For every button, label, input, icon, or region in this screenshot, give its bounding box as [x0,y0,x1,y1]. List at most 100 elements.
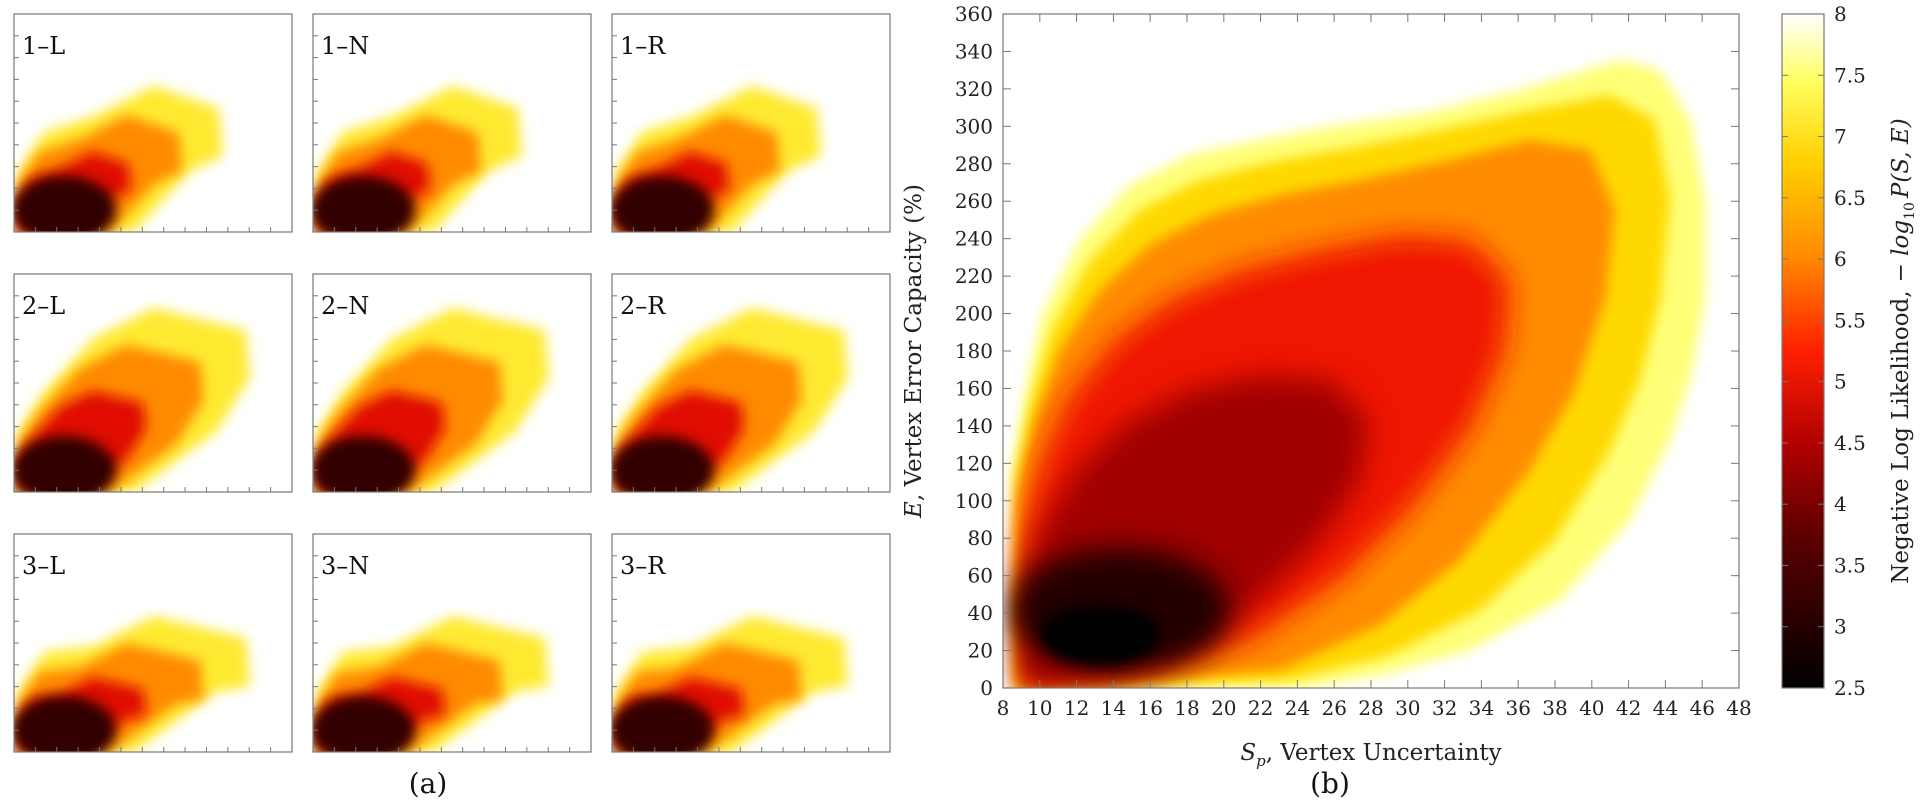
x-tick-label: 28 [1358,696,1383,720]
colorbar-label-text: Negative Log Likelihood, [1888,290,1914,583]
y-tick-label: 360 [955,2,993,26]
x-tick-label: 14 [1101,696,1126,720]
x-axis-subscript: p [1256,752,1266,770]
x-tick-label: 34 [1469,696,1494,720]
colorbar-label-math: − log [1888,220,1914,283]
x-axis-text: , Vertex Uncertainty [1266,740,1502,766]
y-tick-label: 260 [955,189,993,213]
x-tick-label: 8 [997,696,1010,720]
colorbar [1781,13,1825,689]
subplot-density-core [14,436,116,492]
subplot-1: 1–L [13,13,293,233]
y-tick-label: 140 [955,414,993,438]
y-tick-label: 20 [968,639,993,663]
density-field [1010,60,1705,688]
x-tick-label: 26 [1321,696,1346,720]
subplot-label: 3–N [321,552,369,580]
subplot-density-core [313,436,415,492]
subplot-density-core [612,696,714,752]
subplot-label: 1–N [321,32,369,60]
y-tick-label: 160 [955,376,993,400]
density-core-center [1040,605,1160,665]
colorbar-label: Negative Log Likelihood, − log10 P(S, E) [1888,118,1918,583]
colorbar-tick-label: 5.5 [1834,308,1866,332]
x-tick-label: 16 [1137,696,1162,720]
caption-a: (a) [409,767,448,800]
y-tick-label: 120 [955,451,993,475]
subplot-label: 3–R [620,552,666,580]
x-tick-label: 12 [1064,696,1089,720]
subplot-density-core [313,696,415,752]
subplot-8: 3–N [312,533,592,753]
subplot-2: 1–N [312,13,592,233]
colorbar-tick-label: 4.5 [1834,431,1866,455]
x-tick-label: 38 [1542,696,1567,720]
x-tick-label: 48 [1726,696,1751,720]
x-tick-label: 44 [1653,696,1678,720]
subplot-6: 2–R [611,273,891,493]
x-tick-label: 22 [1248,696,1273,720]
colorbar-tick-label: 4 [1834,492,1847,516]
x-tick-label: 20 [1211,696,1236,720]
y-tick-label: 200 [955,302,993,326]
x-axis-label: Sp, Vertex Uncertainty [1240,740,1501,770]
x-tick-label: 42 [1616,696,1641,720]
colorbar-tick-label: 7 [1834,125,1847,149]
colorbar-label-sub: 10 [1902,202,1918,220]
subplot-3: 1–R [611,13,891,233]
x-axis-symbol: S [1240,740,1256,766]
x-tick-label: 46 [1689,696,1714,720]
subplot-label: 2–L [22,292,65,320]
colorbar-tick-label: 6.5 [1834,186,1866,210]
caption-b: (b) [1310,767,1350,800]
y-axis-label: E, Vertex Error Capacity (%) [901,184,927,519]
colorbar-label-tail: P(S, E) [1888,118,1914,199]
colorbar-tick-label: 6 [1834,247,1847,271]
subplot-label: 3–L [22,552,65,580]
y-tick-label: 60 [968,564,993,588]
x-tick-label: 10 [1027,696,1052,720]
x-tick-label: 36 [1505,696,1530,720]
colorbar-tick-label: 5 [1834,370,1847,394]
y-axis-symbol: E [901,501,927,519]
subplot-density-core [612,176,714,232]
subplot-4: 2–L [13,273,293,493]
y-tick-label: 320 [955,77,993,101]
subplot-density-core [612,436,714,492]
y-tick-label: 40 [968,601,993,625]
subplot-label: 2–N [321,292,369,320]
x-tick-label: 40 [1579,696,1604,720]
x-tick-label: 30 [1395,696,1420,720]
subplot-7: 3–L [13,533,293,753]
y-tick-label: 180 [955,339,993,363]
colorbar-tick-label: 7.5 [1834,63,1866,87]
small-multiples: 1–L 1–N 1–R 2–L 2–N 2–R 3–L 3–N 3–R [13,13,891,753]
y-axis-text: , Vertex Error Capacity (%) [901,184,927,501]
main-axis-ticks: 8 10 12 14 16 18 20 22 24 26 28 30 32 34 36 38 40 42 44 46 4… [955,2,1752,720]
y-tick-label: 100 [955,489,993,513]
y-tick-label: 80 [968,526,993,550]
colorbar-tick-label: 3.5 [1834,553,1866,577]
colorbar-ticks: 2.5 3 3.5 4 4.5 5 5.5 6 6.5 7 7.5 8 [1782,2,1866,700]
x-tick-label: 32 [1432,696,1457,720]
y-tick-label: 220 [955,264,993,288]
y-tick-label: 240 [955,227,993,251]
colorbar-tick-label: 3 [1834,615,1847,639]
y-tick-label: 300 [955,114,993,138]
y-tick-label: 0 [980,676,993,700]
colorbar-tick-label: 8 [1834,2,1847,26]
x-tick-label: 24 [1285,696,1310,720]
y-tick-label: 340 [955,39,993,63]
subplot-9: 3–R [611,533,891,753]
subplot-label: 1–R [620,32,666,60]
subplot-5: 2–N [312,273,592,493]
subplot-label: 1–L [22,32,65,60]
main-heatmap: 8 10 12 14 16 18 20 22 24 26 28 30 32 34 36 38 40 42 44 46 4… [901,2,1918,770]
subplot-label: 2–R [620,292,666,320]
subplot-density-core [14,696,116,752]
subplot-density-core [313,176,415,232]
x-tick-label: 18 [1174,696,1199,720]
subplot-density-core [14,176,116,232]
colorbar-tick-label: 2.5 [1834,676,1866,700]
